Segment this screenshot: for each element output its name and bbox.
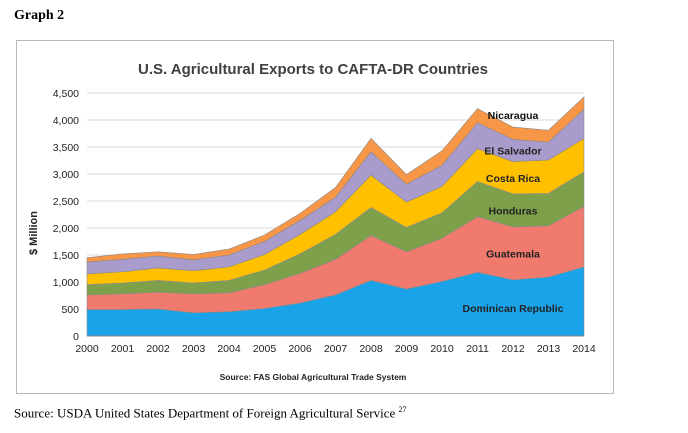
x-tick-label: 2007 (324, 343, 348, 355)
stacked-area-chart: U.S. Agricultural Exports to CAFTA-DR Co… (28, 61, 596, 382)
chart-frame: U.S. Agricultural Exports to CAFTA-DR Co… (16, 40, 614, 394)
y-axis-label: $ Million (28, 211, 40, 255)
y-tick-label: 2,500 (53, 196, 79, 208)
series-label-2: Honduras (488, 205, 537, 217)
y-tick-label: 4,000 (53, 115, 79, 127)
series-label-3: Costa Rica (486, 173, 540, 185)
series-label-1: Guatemala (486, 248, 540, 260)
series-area-5 (86, 96, 585, 263)
x-tick-label: 2010 (430, 343, 454, 355)
x-tick-label: 2014 (572, 343, 596, 355)
series-label-4: El Salvador (484, 146, 541, 158)
x-tick-label: 2004 (217, 343, 241, 355)
y-tick-label: 3,500 (53, 142, 79, 154)
x-tick-label: 2012 (501, 343, 525, 355)
x-tick-label: 2011 (466, 343, 489, 355)
y-tick-label: 500 (61, 304, 79, 316)
chart-title: U.S. Agricultural Exports to CAFTA-DR Co… (138, 61, 488, 78)
chart-source: Source: FAS Global Agricultural Trade Sy… (220, 372, 407, 382)
y-tick-label: 2,000 (53, 223, 79, 235)
y-tick-label: 3,000 (53, 169, 79, 181)
x-tick-label: 2009 (395, 343, 419, 355)
graph-heading: Graph 2 (14, 8, 65, 23)
series-label-5: Nicaragua (488, 110, 539, 122)
x-tick-label: 2006 (288, 343, 312, 355)
series-label-0: Dominican Republic (463, 303, 564, 315)
source-caption: Source: USDA United States Department of… (14, 405, 407, 421)
x-tick-label: 2003 (182, 343, 206, 355)
x-tick-label: 2000 (75, 343, 99, 355)
x-tick-label: 2005 (253, 343, 277, 355)
x-tick-label: 2008 (359, 343, 383, 355)
footnote-mark: 27 (398, 405, 407, 414)
x-tick-label: 2001 (111, 343, 135, 355)
x-tick-label: 2013 (537, 343, 561, 355)
y-tick-label: 1,000 (53, 277, 79, 289)
y-tick-label: 0 (73, 331, 79, 343)
x-tick-label: 2002 (146, 343, 170, 355)
caption-text: Source: USDA United States Department of… (14, 405, 396, 421)
y-tick-label: 4,500 (53, 88, 79, 100)
y-tick-label: 1,500 (53, 250, 79, 262)
